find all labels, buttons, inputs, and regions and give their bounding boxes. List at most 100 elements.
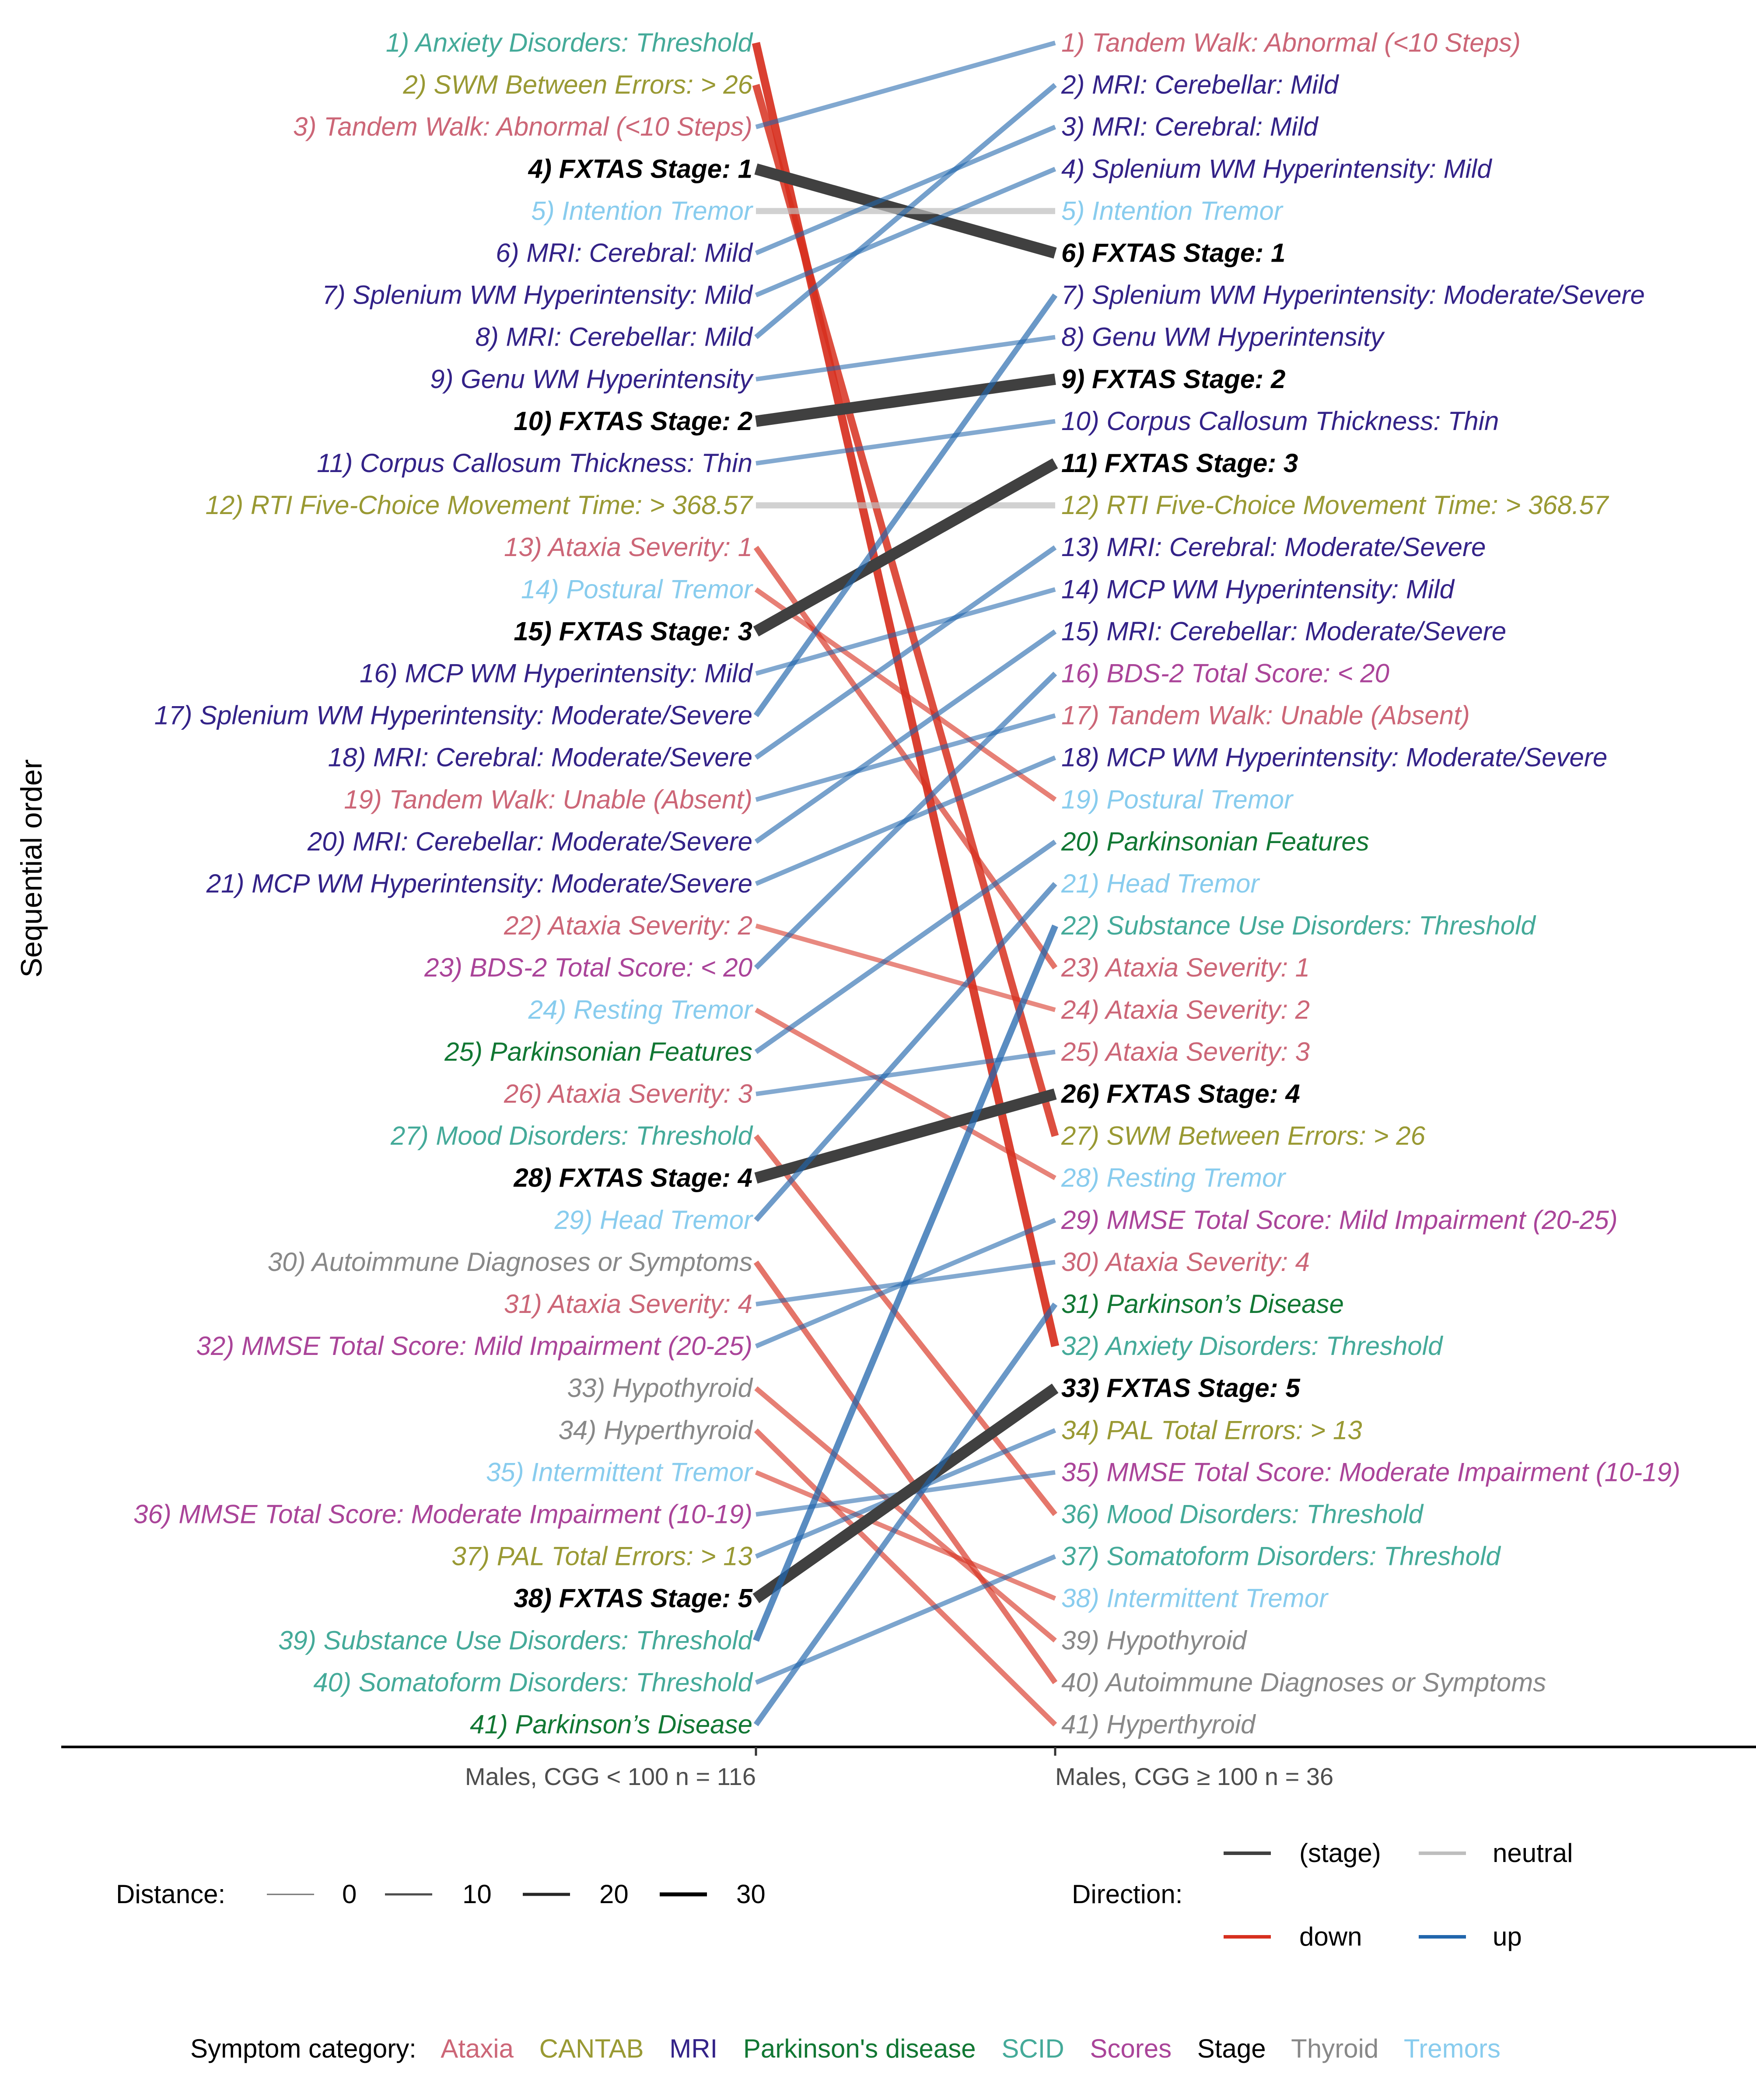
right-item-label-32: 32) Anxiety Disorders: Threshold xyxy=(1061,1331,1443,1361)
right-item-label-10: 10) Corpus Callosum Thickness: Thin xyxy=(1061,406,1499,436)
right-item-label-16: 16) BDS-2 Total Score: < 20 xyxy=(1061,659,1389,688)
link-line-26 xyxy=(756,1050,1056,1096)
left-item-label-24: 24) Resting Tremor xyxy=(528,995,753,1024)
right-item-label-38: 38) Intermittent Tremor xyxy=(1061,1584,1329,1613)
left-item-label-39: 39) Substance Use Disorders: Threshold xyxy=(278,1626,753,1655)
right-item-label-29: 29) MMSE Total Score: Mild Impairment (2… xyxy=(1061,1205,1618,1235)
left-item-label-15: 15) FXTAS Stage: 3 xyxy=(514,616,752,646)
link-line-18 xyxy=(754,545,1057,760)
category-stage: Stage xyxy=(1197,2034,1266,2063)
link-line-9 xyxy=(756,335,1056,382)
link-line-2 xyxy=(752,84,1059,1137)
left-item-label-28: 28) FXTAS Stage: 4 xyxy=(513,1163,752,1193)
left-item-label-4: 4) FXTAS Stage: 1 xyxy=(528,154,752,183)
left-item-label-12: 12) RTI Five-Choice Movement Time: > 368… xyxy=(205,490,753,520)
category-ataxia: Ataxia xyxy=(441,2034,514,2063)
left-item-label-9: 9) Genu WM Hyperintensity xyxy=(430,364,754,394)
direction-legend-title: Direction: xyxy=(1072,1880,1182,1909)
link-line-30 xyxy=(753,1260,1058,1684)
direction-legend: Direction: (stage) neutral down up xyxy=(1072,1838,1573,1951)
link-line-39 xyxy=(753,924,1058,1642)
category-thyroid: Thyroid xyxy=(1291,2034,1378,2063)
distance-legend-title: Distance: xyxy=(116,1880,225,1909)
left-item-label-41: 41) Parkinson’s Disease xyxy=(470,1710,752,1739)
right-item-label-1: 1) Tandem Walk: Abnormal (<10 Steps) xyxy=(1061,28,1521,57)
left-item-label-14: 14) Postural Tremor xyxy=(521,574,753,604)
category-parkinsons: Parkinson's disease xyxy=(743,2034,976,2063)
left-item-label-30: 30) Autoimmune Diagnoses or Symptoms xyxy=(268,1247,752,1277)
left-item-label-23: 23) BDS-2 Total Score: < 20 xyxy=(424,953,752,982)
left-item-label-2: 2) SWM Between Errors: > 26 xyxy=(402,70,752,99)
distance-label-30: 30 xyxy=(736,1880,766,1909)
distance-label-10: 10 xyxy=(462,1880,492,1909)
category-legend: Symptom category: Ataxia CANTAB MRI Park… xyxy=(190,2034,1501,2063)
right-item-label-34: 34) PAL Total Errors: > 13 xyxy=(1061,1415,1362,1445)
left-item-label-3: 3) Tandem Walk: Abnormal (<10 Steps) xyxy=(293,112,752,141)
right-item-label-9: 9) FXTAS Stage: 2 xyxy=(1061,364,1285,394)
right-item-label-15: 15) MRI: Cerebellar: Moderate/Severe xyxy=(1061,616,1506,646)
right-item-label-36: 36) Mood Disorders: Threshold xyxy=(1061,1500,1424,1529)
left-item-label-35: 35) Intermittent Tremor xyxy=(486,1457,753,1487)
right-item-label-24: 24) Ataxia Severity: 2 xyxy=(1061,995,1310,1024)
left-item-label-34: 34) Hyperthyroid xyxy=(558,1415,753,1445)
y-axis-label: Sequential order xyxy=(15,759,48,977)
left-item-label-26: 26) Ataxia Severity: 3 xyxy=(504,1079,752,1109)
right-item-label-39: 39) Hypothyroid xyxy=(1061,1626,1247,1655)
right-item-label-14: 14) MCP WM Hyperintensity: Mild xyxy=(1061,574,1455,604)
right-item-label-20: 20) Parkinsonian Features xyxy=(1061,827,1369,856)
distance-label-20: 20 xyxy=(599,1880,629,1909)
right-item-label-41: 41) Hyperthyroid xyxy=(1061,1710,1256,1739)
left-item-label-27: 27) Mood Disorders: Threshold xyxy=(390,1121,753,1151)
left-item-label-40: 40) Somatoform Disorders: Threshold xyxy=(313,1668,753,1697)
right-item-label-28: 28) Resting Tremor xyxy=(1061,1163,1286,1193)
item-labels: 1) Anxiety Disorders: Threshold 2) SWM Be… xyxy=(133,28,1680,1739)
right-item-label-18: 18) MCP WM Hyperintensity: Moderate/Seve… xyxy=(1061,743,1607,772)
right-item-label-40: 40) Autoimmune Diagnoses or Symptoms xyxy=(1061,1668,1546,1697)
direction-label-neutral: neutral xyxy=(1493,1838,1573,1868)
distance-legend: Distance: 0 10 20 30 xyxy=(116,1880,766,1909)
right-item-label-35: 35) MMSE Total Score: Moderate Impairmen… xyxy=(1061,1457,1680,1487)
right-item-label-11: 11) FXTAS Stage: 3 xyxy=(1061,448,1298,478)
link-line-6 xyxy=(755,125,1056,256)
category-mri: MRI xyxy=(669,2034,717,2063)
right-item-label-3: 3) MRI: Cerebral: Mild xyxy=(1061,112,1319,141)
left-item-label-7: 7) Splenium WM Hyperintensity: Mild xyxy=(322,280,753,310)
right-item-label-31: 31) Parkinson’s Disease xyxy=(1061,1289,1344,1319)
right-item-label-8: 8) Genu WM Hyperintensity xyxy=(1061,322,1385,352)
link-line-3 xyxy=(755,40,1056,130)
right-item-label-7: 7) Splenium WM Hyperintensity: Moderate/… xyxy=(1061,280,1645,310)
category-tremors: Tremors xyxy=(1404,2034,1501,2063)
left-item-label-6: 6) MRI: Cerebral: Mild xyxy=(496,238,753,268)
direction-label-down: down xyxy=(1299,1922,1362,1951)
right-item-label-21: 21) Head Tremor xyxy=(1061,869,1260,898)
link-line-41 xyxy=(753,1302,1058,1726)
left-item-label-32: 32) MMSE Total Score: Mild Impairment (2… xyxy=(196,1331,752,1361)
right-item-label-23: 23) Ataxia Severity: 1 xyxy=(1061,953,1310,982)
left-item-label-19: 19) Tandem Walk: Unable (Absent) xyxy=(344,785,752,814)
link-lines xyxy=(752,40,1060,1727)
link-line-40 xyxy=(755,1554,1056,1685)
right-item-label-6: 6) FXTAS Stage: 1 xyxy=(1061,238,1285,268)
right-item-label-4: 4) Splenium WM Hyperintensity: Mild xyxy=(1061,154,1492,183)
left-item-label-37: 37) PAL Total Errors: > 13 xyxy=(451,1542,752,1571)
link-line-38 xyxy=(752,1383,1059,1603)
left-item-label-31: 31) Ataxia Severity: 4 xyxy=(504,1289,752,1319)
link-line-19 xyxy=(755,713,1056,802)
right-item-label-17: 17) Tandem Walk: Unable (Absent) xyxy=(1061,701,1470,730)
right-item-label-37: 37) Somatoform Disorders: Threshold xyxy=(1061,1542,1501,1571)
link-line-24 xyxy=(755,1008,1056,1180)
category-scid: SCID xyxy=(1001,2034,1064,2063)
left-item-label-33: 33) Hypothyroid xyxy=(567,1373,753,1403)
link-line-8 xyxy=(754,83,1057,340)
left-item-label-16: 16) MCP WM Hyperintensity: Mild xyxy=(360,659,753,688)
left-item-label-11: 11) Corpus Callosum Thickness: Thin xyxy=(317,448,752,478)
left-item-label-29: 29) Head Tremor xyxy=(554,1205,753,1235)
left-item-label-36: 36) MMSE Total Score: Moderate Impairmen… xyxy=(133,1500,752,1529)
left-item-label-20: 20) MRI: Cerebellar: Moderate/Severe xyxy=(307,827,752,856)
left-item-label-25: 25) Parkinsonian Features xyxy=(444,1037,752,1066)
right-item-label-26: 26) FXTAS Stage: 4 xyxy=(1061,1079,1300,1109)
right-item-label-22: 22) Substance Use Disorders: Threshold xyxy=(1061,911,1536,940)
right-item-label-19: 19) Postural Tremor xyxy=(1061,785,1294,814)
x-tick-label-right: Males, CGG ≥ 100 n = 36 xyxy=(1055,1763,1333,1790)
